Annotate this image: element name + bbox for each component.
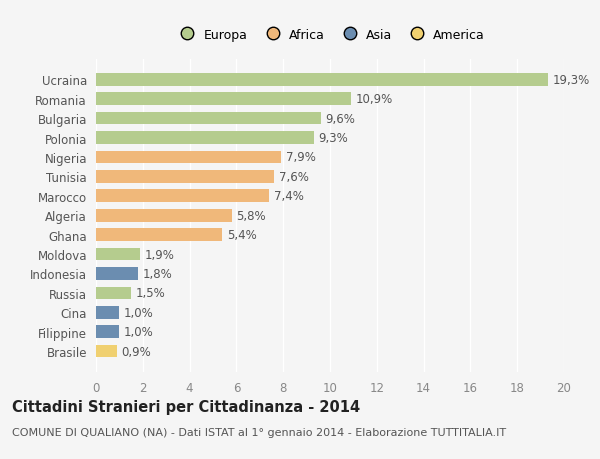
- Bar: [96, 190, 269, 203]
- Bar: [96, 229, 223, 241]
- Text: 1,0%: 1,0%: [124, 306, 154, 319]
- Text: 9,3%: 9,3%: [319, 132, 348, 145]
- Text: 1,0%: 1,0%: [124, 325, 154, 338]
- Bar: [96, 345, 117, 358]
- Text: 19,3%: 19,3%: [553, 73, 590, 87]
- Text: 10,9%: 10,9%: [356, 93, 393, 106]
- Bar: [96, 93, 351, 106]
- Bar: [96, 132, 314, 145]
- Bar: [96, 151, 281, 164]
- Bar: [96, 209, 232, 222]
- Bar: [96, 171, 274, 183]
- Bar: [96, 112, 320, 125]
- Text: 7,4%: 7,4%: [274, 190, 304, 203]
- Bar: [96, 287, 131, 300]
- Text: 1,5%: 1,5%: [136, 287, 166, 300]
- Bar: [96, 248, 140, 261]
- Bar: [96, 268, 138, 280]
- Text: 1,8%: 1,8%: [143, 267, 173, 280]
- Bar: [96, 306, 119, 319]
- Legend: Europa, Africa, Asia, America: Europa, Africa, Asia, America: [175, 28, 485, 41]
- Text: 5,8%: 5,8%: [236, 209, 266, 222]
- Text: 7,6%: 7,6%: [278, 170, 308, 184]
- Bar: [96, 325, 119, 338]
- Text: 0,9%: 0,9%: [122, 345, 151, 358]
- Text: 9,6%: 9,6%: [325, 112, 355, 125]
- Text: 7,9%: 7,9%: [286, 151, 316, 164]
- Text: 5,4%: 5,4%: [227, 229, 257, 241]
- Text: COMUNE DI QUALIANO (NA) - Dati ISTAT al 1° gennaio 2014 - Elaborazione TUTTITALI: COMUNE DI QUALIANO (NA) - Dati ISTAT al …: [12, 427, 506, 437]
- Bar: [96, 74, 548, 86]
- Text: Cittadini Stranieri per Cittadinanza - 2014: Cittadini Stranieri per Cittadinanza - 2…: [12, 399, 360, 414]
- Text: 1,9%: 1,9%: [145, 248, 175, 261]
